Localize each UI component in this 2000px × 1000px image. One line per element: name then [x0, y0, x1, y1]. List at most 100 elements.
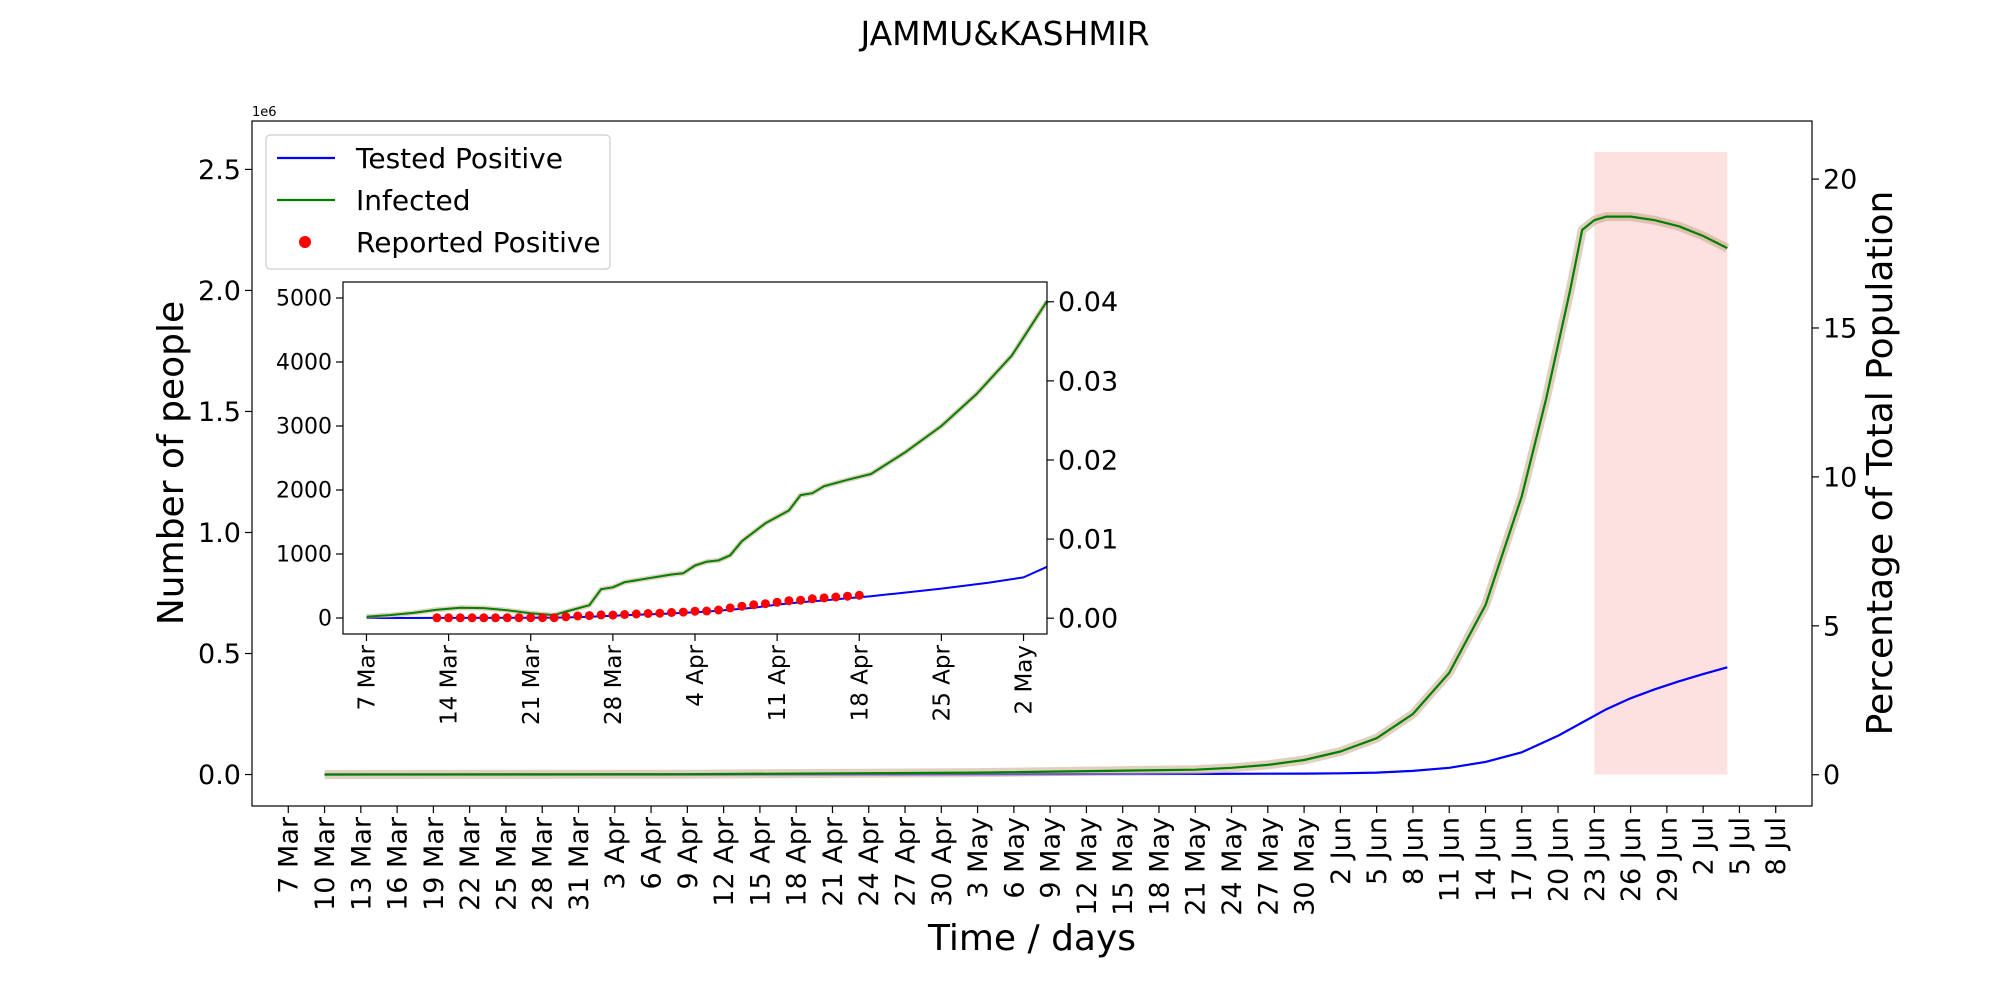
x-tick-label: 2 May: [1012, 645, 1038, 715]
reported-positive-point: [772, 597, 782, 607]
reported-positive-point: [737, 601, 747, 611]
reported-positive-point: [831, 592, 841, 602]
x-tick-label: 27 Apr: [890, 816, 921, 907]
legend-label-tested-positive: Tested Positive: [355, 142, 563, 175]
inset-plot: 0 1000 2000 3000 4000 5000 0.00 0.01 0.02 0.03 0.0…: [276, 281, 1118, 725]
y-axis-label: Number of people: [151, 301, 192, 625]
y-offset-label: 1e6: [252, 105, 277, 120]
reported-positive-point: [714, 605, 723, 615]
x-tick-label: 14 Jun: [1471, 817, 1502, 902]
x-tick-label: 6 Apr: [637, 816, 668, 889]
x-tick-label: 2 Jun: [1326, 817, 1357, 885]
reported-positive-point: [514, 613, 524, 623]
legend-box: [265, 134, 611, 270]
y-tick-label: 3000: [276, 415, 332, 440]
y-tick-label: 1.0: [198, 518, 241, 549]
reported-positive-point: [807, 594, 817, 604]
reported-positive-point: [796, 595, 806, 605]
reported-positive-point: [561, 612, 571, 622]
y-tick-label: 1.5: [198, 397, 241, 428]
x-tick-label: 25 Mar: [491, 816, 522, 911]
reported-positive-point: [596, 610, 606, 620]
reported-positive-point: [854, 590, 864, 600]
legend-label-reported-positive: Reported Positive: [356, 226, 601, 259]
x-tick-label: 14 Mar: [437, 644, 463, 725]
right-y-tick-label: 10: [1823, 462, 1857, 493]
reported-positive-point: [538, 613, 547, 623]
x-tick-label: 18 Apr: [847, 644, 873, 721]
infected-line: [366, 300, 1048, 618]
x-tick-label: 23 Jun: [1580, 817, 1611, 902]
x-tick-label: 15 May: [1108, 817, 1139, 916]
reported-positive-point: [631, 609, 641, 619]
x-tick-label: 3 Apr: [600, 816, 631, 889]
reported-positive-point: [432, 613, 442, 623]
x-tick-label: 10 Mar: [310, 816, 341, 911]
right-y-tick-label: 0.02: [1058, 445, 1118, 476]
y-tick-label: 4000: [276, 351, 332, 376]
y-tick-label: 2000: [276, 479, 332, 504]
reported-positive-point: [819, 593, 829, 603]
plot-frame: [251, 120, 1813, 807]
reported-positive-point: [502, 613, 512, 623]
y-tick-label: 1000: [276, 543, 332, 568]
right-y-tick-label: 15: [1823, 313, 1857, 344]
x-tick-label: 11 Apr: [765, 644, 791, 721]
x-tick-label: 21 Apr: [818, 816, 849, 907]
y-tick-label: 0.5: [198, 639, 241, 670]
x-tick-label: 15 Apr: [745, 816, 776, 907]
y-tick-label: 5000: [276, 287, 332, 312]
reported-positive-point: [678, 607, 688, 617]
reported-positive-point: [655, 608, 665, 618]
legend: Tested Positive Infected Reported Positive: [265, 134, 611, 270]
legend-marker-reported-positive: [299, 236, 311, 248]
x-tick-label: 4 Apr: [683, 644, 709, 706]
x-tick-label: 9 May: [1036, 817, 1067, 899]
right-y-axis-label: Percentage of Total Population: [1860, 191, 1901, 736]
x-tick-label: 21 May: [1181, 817, 1212, 916]
legend-label-infected: Infected: [356, 184, 470, 217]
right-y-tick-label: 5: [1823, 611, 1840, 642]
reported-positive-point: [526, 613, 536, 623]
x-axis-label: Time / days: [927, 918, 1136, 959]
x-tick-label: 20 Jun: [1543, 817, 1574, 902]
x-tick-label: 8 Jun: [1398, 817, 1429, 885]
right-y-tick-label: 0.03: [1058, 366, 1118, 397]
x-tick-label: 18 May: [1144, 817, 1175, 916]
reported-positive-point: [784, 596, 794, 606]
reported-positive-point: [749, 600, 759, 610]
x-tick-label: 8 Jul: [1761, 817, 1792, 875]
x-tick-label: 28 Mar: [601, 644, 627, 725]
x-tick-label: 26 Jun: [1616, 817, 1647, 902]
y-tick-label: 2.5: [198, 155, 241, 186]
y-tick-label: 0.0: [198, 760, 241, 791]
right-y-tick-label: 0.04: [1058, 287, 1118, 318]
reported-positive-point: [608, 610, 618, 620]
reported-positive-point: [667, 608, 676, 617]
reported-positive-point: [584, 611, 594, 621]
x-tick-label: 11 Jun: [1435, 817, 1466, 902]
x-tick-label: 24 Apr: [854, 816, 885, 907]
plot-background: [343, 282, 1047, 634]
x-tick-label: 6 May: [999, 817, 1030, 899]
reported-positive-point: [702, 606, 712, 616]
x-tick-label: 29 Jun: [1652, 817, 1683, 902]
x-tick-label: 5 Jul: [1725, 817, 1756, 875]
chart-title: JAMMU&KASHMIR: [858, 14, 1149, 53]
reported-positive-point: [643, 609, 653, 618]
reported-positive-point: [549, 613, 559, 623]
x-tick-label: 12 May: [1072, 817, 1103, 916]
x-tick-label: 13 Mar: [346, 816, 377, 911]
x-tick-label: 3 May: [963, 817, 994, 899]
x-tick-label: 30 Apr: [927, 816, 958, 907]
right-y-tick-label: 20: [1823, 165, 1857, 196]
reported-positive-point: [467, 613, 477, 623]
x-tick-label: 7 Mar: [355, 644, 381, 710]
reported-positive-point: [690, 606, 700, 616]
x-tick-label: 12 Apr: [709, 816, 740, 907]
x-tick-label: 30 May: [1290, 817, 1321, 916]
x-tick-label: 21 Mar: [519, 644, 545, 725]
x-tick-label: 9 Apr: [673, 816, 704, 889]
x-tick-label: 22 Mar: [455, 816, 486, 911]
